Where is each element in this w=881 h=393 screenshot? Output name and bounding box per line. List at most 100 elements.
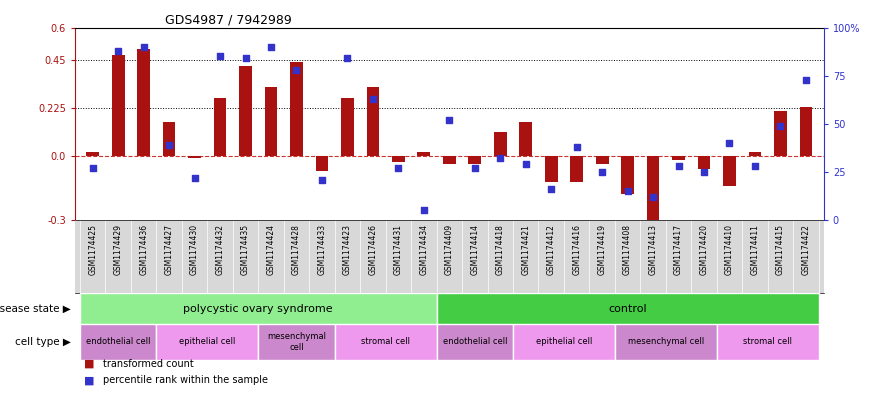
Text: GSM1174417: GSM1174417 xyxy=(674,224,683,275)
Text: GSM1174415: GSM1174415 xyxy=(776,224,785,275)
Point xyxy=(646,194,660,200)
Bar xyxy=(392,156,404,162)
Text: stromal cell: stromal cell xyxy=(361,338,411,346)
Text: GSM1174418: GSM1174418 xyxy=(496,224,505,275)
Text: GSM1174420: GSM1174420 xyxy=(700,224,708,275)
Bar xyxy=(520,122,532,156)
Point xyxy=(620,188,634,195)
Text: GSM1174410: GSM1174410 xyxy=(725,224,734,275)
Bar xyxy=(494,132,507,156)
Bar xyxy=(157,324,258,360)
Text: GSM1174414: GSM1174414 xyxy=(470,224,479,275)
Text: GSM1174421: GSM1174421 xyxy=(522,224,530,275)
Bar xyxy=(647,156,660,220)
Text: GSM1174411: GSM1174411 xyxy=(751,224,759,275)
Text: GSM1174432: GSM1174432 xyxy=(216,224,225,275)
Bar xyxy=(437,293,818,324)
Bar xyxy=(315,156,329,171)
Text: cell type ▶: cell type ▶ xyxy=(15,337,70,347)
Text: ■: ■ xyxy=(84,359,94,369)
Bar xyxy=(418,152,430,156)
Bar xyxy=(264,87,278,156)
Point xyxy=(748,163,762,169)
Bar xyxy=(513,324,615,360)
Point xyxy=(85,165,100,171)
Text: GSM1174434: GSM1174434 xyxy=(419,224,428,275)
Point xyxy=(722,140,737,146)
Point xyxy=(340,55,354,61)
Text: disease state ▶: disease state ▶ xyxy=(0,303,70,314)
Text: GSM1174433: GSM1174433 xyxy=(317,224,327,275)
Text: GSM1174409: GSM1174409 xyxy=(445,224,454,275)
Bar xyxy=(570,156,583,182)
Bar xyxy=(698,156,710,169)
Bar xyxy=(214,98,226,156)
Text: GSM1174436: GSM1174436 xyxy=(139,224,148,275)
Text: GSM1174430: GSM1174430 xyxy=(190,224,199,275)
Bar xyxy=(621,156,634,195)
Text: GSM1174429: GSM1174429 xyxy=(114,224,122,275)
Text: GDS4987 / 7942989: GDS4987 / 7942989 xyxy=(165,13,292,26)
Bar xyxy=(80,293,437,324)
Point xyxy=(417,208,431,214)
Point xyxy=(239,55,253,61)
Text: GSM1174416: GSM1174416 xyxy=(572,224,581,275)
Text: epithelial cell: epithelial cell xyxy=(536,338,592,346)
Point xyxy=(697,169,711,175)
Text: stromal cell: stromal cell xyxy=(744,338,792,346)
Text: mesenchymal cell: mesenchymal cell xyxy=(627,338,704,346)
Bar xyxy=(443,156,455,164)
Bar xyxy=(258,324,335,360)
Point xyxy=(468,165,482,171)
Point xyxy=(519,161,533,167)
Text: GSM1174408: GSM1174408 xyxy=(623,224,632,275)
Point xyxy=(213,53,227,60)
Bar xyxy=(723,156,736,186)
Text: GSM1174425: GSM1174425 xyxy=(88,224,97,275)
Bar xyxy=(112,55,124,156)
Text: GSM1174412: GSM1174412 xyxy=(547,224,556,275)
Point xyxy=(162,142,176,148)
Text: GSM1174419: GSM1174419 xyxy=(597,224,607,275)
Text: GSM1174426: GSM1174426 xyxy=(368,224,377,275)
Bar xyxy=(137,49,150,156)
Bar xyxy=(290,62,303,156)
Point xyxy=(570,144,584,150)
Text: transformed count: transformed count xyxy=(103,359,194,369)
Bar xyxy=(239,66,252,156)
Point xyxy=(493,155,507,162)
Text: polycystic ovary syndrome: polycystic ovary syndrome xyxy=(183,303,333,314)
Text: epithelial cell: epithelial cell xyxy=(179,338,235,346)
Bar xyxy=(335,324,437,360)
Bar xyxy=(544,156,558,182)
Bar xyxy=(189,156,201,158)
Text: GSM1174423: GSM1174423 xyxy=(343,224,352,275)
Bar xyxy=(596,156,609,164)
Point xyxy=(442,117,456,123)
Point xyxy=(595,169,609,175)
Point xyxy=(366,95,380,102)
Text: ■: ■ xyxy=(84,375,94,385)
Bar xyxy=(469,156,481,164)
Text: GSM1174422: GSM1174422 xyxy=(802,224,811,275)
Text: GSM1174424: GSM1174424 xyxy=(267,224,276,275)
Bar xyxy=(749,152,761,156)
Text: mesenchymal
cell: mesenchymal cell xyxy=(267,332,326,352)
Point xyxy=(137,44,151,50)
Point xyxy=(188,174,202,181)
Text: GSM1174413: GSM1174413 xyxy=(648,224,657,275)
Bar xyxy=(800,107,812,156)
Text: GSM1174431: GSM1174431 xyxy=(394,224,403,275)
Text: endothelial cell: endothelial cell xyxy=(86,338,151,346)
Text: percentile rank within the sample: percentile rank within the sample xyxy=(103,375,268,385)
Text: GSM1174428: GSM1174428 xyxy=(292,224,301,275)
Bar xyxy=(615,324,717,360)
Bar xyxy=(672,156,685,160)
Point xyxy=(111,48,125,54)
Bar xyxy=(86,152,99,156)
Point xyxy=(290,67,304,73)
Bar xyxy=(717,324,818,360)
Bar xyxy=(774,111,787,156)
Text: control: control xyxy=(608,303,647,314)
Point xyxy=(391,165,405,171)
